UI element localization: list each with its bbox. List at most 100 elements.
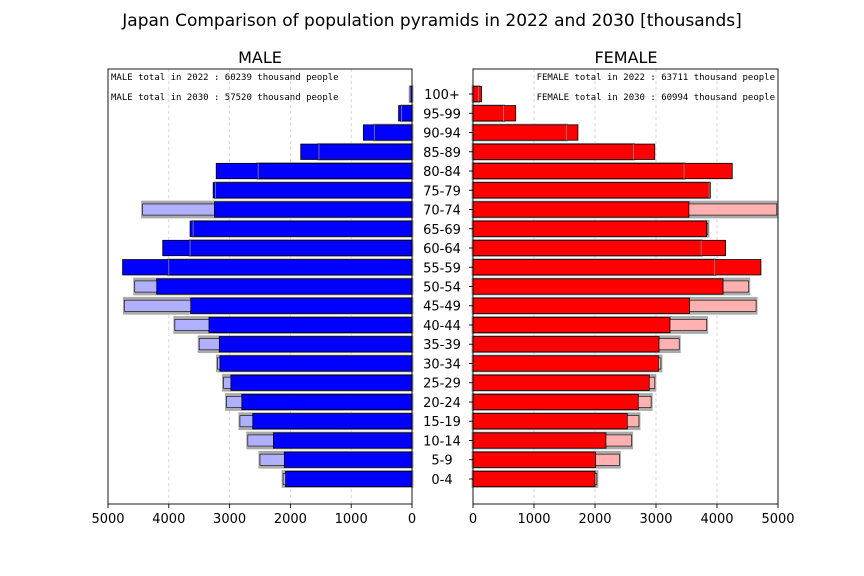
female-bar-2030: [472, 297, 690, 314]
female-bar-2030: [472, 470, 596, 488]
male-bar-2030: [212, 182, 413, 199]
female-bar-2030: [472, 239, 726, 257]
female-bar-2022: [638, 396, 652, 408]
age-group-label: 100+: [424, 88, 460, 103]
male-bar-2022: [124, 299, 191, 312]
female-bar-2022: [688, 203, 778, 216]
female-bar-2030: [472, 355, 659, 372]
female-x-tick-label: 3000: [639, 512, 672, 527]
male-axes-frame: [107, 68, 413, 505]
age-group-label: 80-84: [423, 165, 461, 180]
age-group-label: 40-44: [423, 319, 461, 334]
male-bar-2030: [213, 201, 413, 218]
male-bar-2022: [142, 203, 215, 216]
female-bar-2022: [658, 338, 680, 351]
male-bar-2030: [285, 470, 413, 488]
female-bar-2022: [648, 376, 656, 389]
female-bar-2030: [472, 432, 607, 449]
male-total-note: MALE total in 2030 : 57520 thousand peop…: [111, 93, 339, 103]
male-bar-2022: [217, 357, 221, 370]
female-panel-title: FEMALE: [594, 48, 657, 67]
male-bar-2022: [198, 338, 220, 351]
female-x-tick-label: 4000: [700, 512, 733, 527]
male-x-tick-label: 3000: [213, 512, 246, 527]
female-bar-2022: [595, 453, 620, 466]
age-group-label: 30-34: [423, 357, 461, 372]
female-bar-2022: [706, 222, 709, 235]
male-bar-2030: [362, 124, 413, 141]
male-bar-2030: [156, 278, 413, 295]
age-group-label: 5-9: [431, 454, 452, 469]
male-bar-2022: [174, 319, 210, 331]
age-group-label: 35-39: [423, 338, 461, 353]
male-x-tick-label: 2000: [274, 512, 307, 527]
age-group-label: 10-14: [423, 434, 461, 449]
age-group-label: 95-99: [423, 107, 461, 122]
female-bar-2030: [472, 393, 639, 411]
male-x-tick-label: 5000: [91, 512, 124, 527]
chart-title: Japan Comparison of population pyramids …: [121, 11, 741, 31]
age-group-label: 0-4: [431, 473, 452, 488]
female-bar-2030: [472, 451, 597, 468]
male-bar-2022: [282, 473, 286, 485]
male-bar-2030: [219, 355, 413, 372]
female-bar-2022: [594, 473, 598, 485]
female-bar-2030: [472, 336, 660, 353]
female-bar-2022: [605, 434, 632, 447]
female-x-tick-label: 1000: [517, 512, 550, 527]
male-bar-2030: [190, 297, 413, 314]
male-bar-2022: [239, 415, 254, 428]
male-bar-2022: [134, 280, 157, 293]
female-bar-2030: [472, 124, 579, 141]
male-bar-2030: [272, 432, 413, 449]
male-bar-2030: [241, 393, 413, 411]
age-group-label: 45-49: [423, 300, 461, 315]
male-bar-2030: [189, 220, 413, 237]
male-bar-2030: [230, 374, 413, 391]
male-bar-2030: [122, 259, 413, 276]
age-group-label: 50-54: [423, 281, 461, 296]
female-bar-2030: [472, 162, 733, 180]
male-x-tick-label: 4000: [152, 512, 185, 527]
female-bar-2030: [472, 105, 517, 122]
female-x-tick-label: 5000: [761, 512, 794, 527]
female-bar-2030: [472, 85, 482, 103]
female-total-note: FEMALE total in 2022 : 63711 thousand pe…: [537, 73, 775, 83]
female-bar-2030: [472, 413, 628, 430]
age-group-label: 60-64: [423, 242, 461, 257]
male-x-tick-label: 1000: [335, 512, 368, 527]
female-x-tick-label: 0: [469, 512, 477, 527]
male-bar-2030: [162, 239, 413, 257]
male-bar-2022: [226, 396, 243, 408]
male-bar-2022: [259, 453, 285, 466]
male-bar-2022: [223, 376, 232, 389]
male-panel-title: MALE: [238, 48, 282, 67]
age-group-label: 65-69: [423, 223, 461, 238]
female-bar-2022: [669, 319, 707, 331]
male-total-note: MALE total in 2022 : 60239 thousand peop…: [111, 73, 339, 83]
female-bar-2030: [472, 278, 724, 295]
male-bar-2030: [398, 105, 413, 122]
female-bar-2030: [472, 259, 762, 276]
age-group-label: 75-79: [423, 184, 461, 199]
male-x-tick-label: 0: [408, 512, 416, 527]
female-bar-2030: [472, 143, 656, 160]
male-bar-2030: [252, 413, 413, 430]
age-group-label: 15-19: [423, 415, 461, 430]
age-group-label: 85-89: [423, 146, 461, 161]
female-bar-2030: [472, 316, 671, 334]
male-bar-2030: [208, 316, 413, 334]
female-bar-2022: [722, 280, 750, 293]
male-bar-2030: [300, 143, 413, 160]
female-bar-2030: [472, 182, 711, 199]
female-bar-2022: [689, 299, 757, 312]
age-group-label: 90-94: [423, 127, 461, 142]
female-x-tick-label: 2000: [578, 512, 611, 527]
male-bar-2030: [283, 451, 413, 468]
labels-layer: 5000 4000 3000 2000 1000 0 MALE total in 2022 …: [91, 73, 794, 527]
male-bar-2030: [218, 336, 413, 353]
age-group-label: 70-74: [423, 204, 461, 219]
male-bar-2022: [247, 434, 274, 447]
age-group-label: 25-29: [423, 377, 461, 392]
